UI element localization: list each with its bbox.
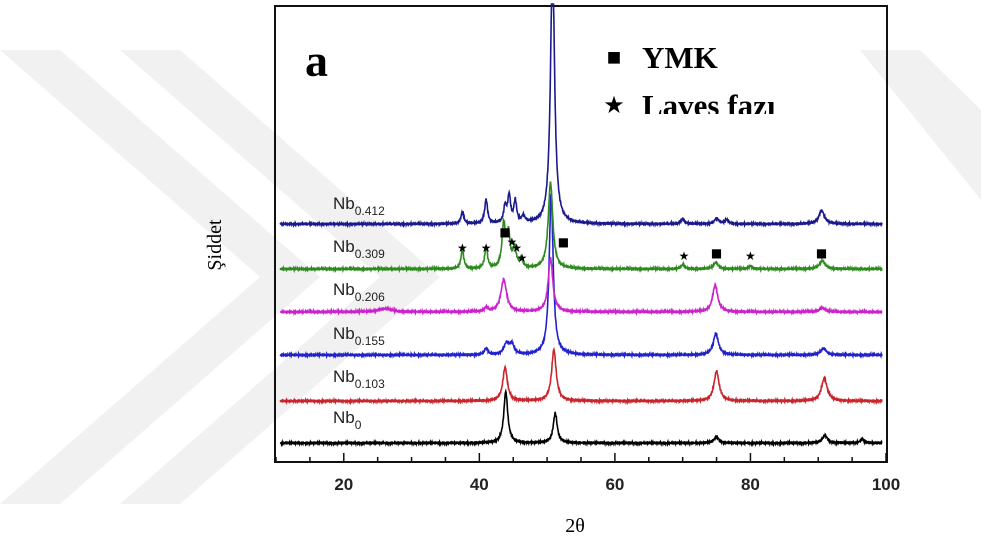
series-label-nb0-412: Nb0.412 (333, 194, 385, 218)
series-label-subscript: 0.155 (354, 334, 385, 348)
x-axis-ticks: 20 40 60 80 100 (275, 453, 900, 494)
series-label-subscript: 0.206 (354, 290, 385, 304)
series-label-main: Nb (333, 408, 355, 427)
legend-label-ymk: YMK (642, 40, 718, 75)
legend-label-laves: Laves fazı (642, 88, 776, 114)
square-marker-icon: ■ (816, 246, 827, 260)
series-line-nb0-206 (279, 256, 883, 317)
y-axis-label: Şiddet (204, 219, 226, 271)
peak-marker-layer: ★ ★■★★★■★ ■ ★ ■ (457, 225, 827, 265)
series-label-subscript: 0.103 (354, 377, 385, 391)
star-marker-icon: ★ (457, 241, 468, 255)
series-line-nb0-309 (279, 181, 883, 274)
star-marker-icon: ★ (507, 235, 518, 249)
star-marker-icon: ★ (517, 251, 528, 265)
x-tick-label: 60 (605, 475, 624, 494)
legend-item-ymk: ■ YMK (600, 42, 718, 73)
square-marker-icon: ■ (711, 246, 722, 260)
series-label-main: Nb (333, 324, 355, 343)
x-tick-label: 100 (872, 475, 900, 494)
series-label-nb0-206: Nb0.206 (333, 280, 385, 304)
star-marker-icon: ★ (481, 241, 492, 255)
panel-letter: a (305, 35, 328, 86)
series-label-subscript: 0.309 (354, 247, 385, 261)
series-label-main: Nb (333, 280, 355, 299)
star-marker-icon: ★ (679, 249, 690, 263)
series-line-nb0 (279, 388, 883, 448)
square-marker-icon: ■ (606, 43, 622, 71)
series-line-nb0-155 (279, 193, 883, 360)
series-label-subscript: 0 (354, 418, 362, 432)
star-marker-icon: ★ (511, 241, 522, 255)
x-tick-label: 20 (334, 475, 353, 494)
x-tick-label: 80 (741, 475, 760, 494)
series-label-nb0-103: Nb0.103 (333, 367, 385, 391)
series-label-main: Nb (333, 237, 355, 256)
square-marker-icon: ■ (499, 225, 510, 239)
series-label-main: Nb (333, 367, 355, 386)
series-label-nb0-309: Nb0.309 (333, 237, 385, 261)
legend: ■ YMK ★ Laves fazı (600, 36, 860, 114)
legend-item-laves: ★ Laves fazı (600, 90, 775, 114)
series-line-nb0-103 (279, 346, 883, 406)
series-label-subscript: 0.412 (354, 204, 385, 218)
series-label-main: Nb (333, 194, 355, 213)
x-axis-label: 2θ (565, 515, 585, 537)
series-label-nb0-155: Nb0.155 (333, 324, 385, 348)
x-tick-label: 40 (470, 475, 489, 494)
square-marker-icon: ■ (558, 235, 569, 249)
series-line-nb0-412 (279, 3, 883, 229)
series-label-nb0: Nb0 (333, 408, 361, 432)
star-marker-icon: ★ (745, 249, 756, 263)
star-marker-icon: ★ (603, 91, 625, 114)
plot-frame (274, 5, 888, 463)
series-layer (279, 3, 883, 448)
